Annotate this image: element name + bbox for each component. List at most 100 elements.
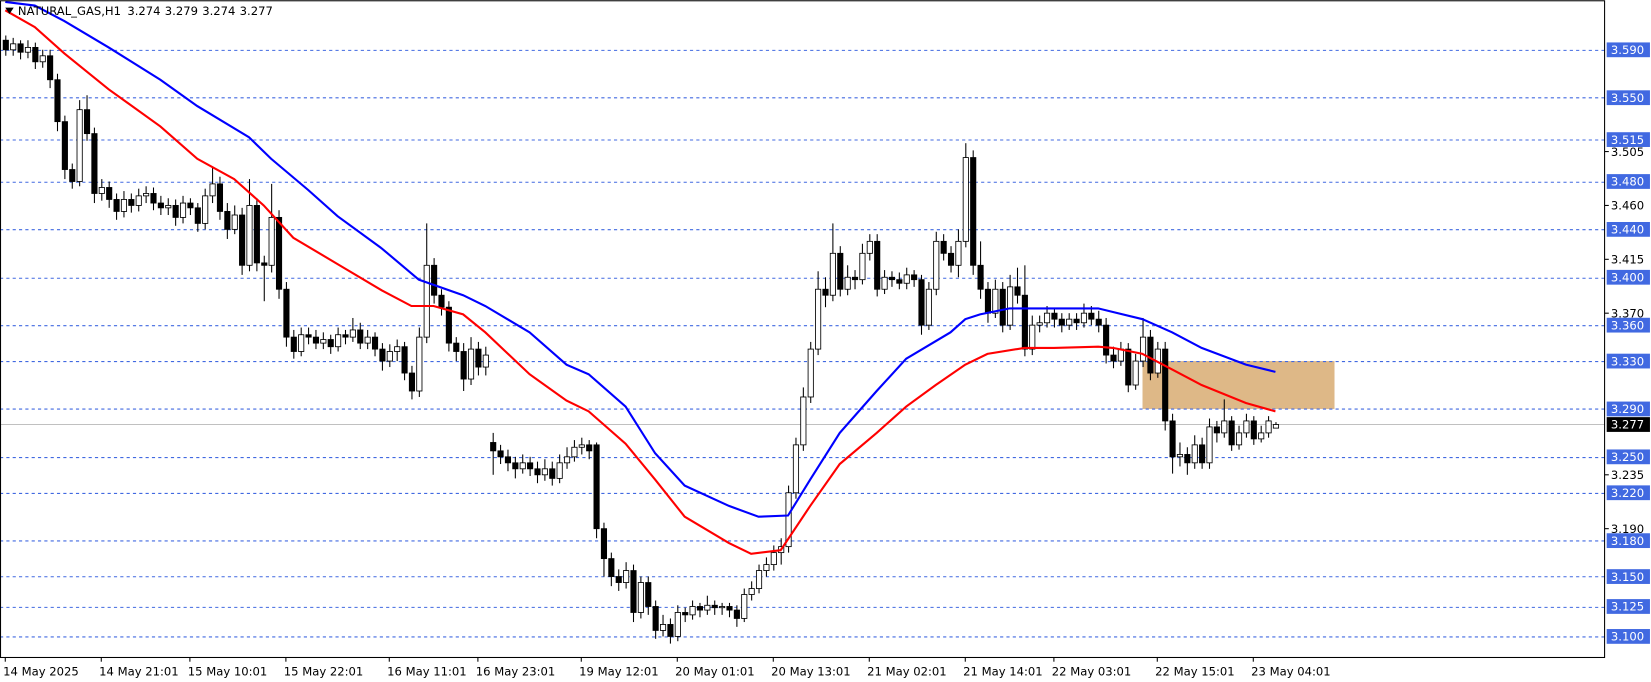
candle-body (711, 604, 718, 609)
level-label: 3.220 (1611, 486, 1644, 500)
candle-body (534, 468, 541, 476)
x-tick-label: 21 May 02:01 (867, 664, 947, 678)
symbol: NATURAL_GAS,H1 (18, 4, 121, 18)
candle-body (172, 205, 179, 218)
candle-body (1258, 432, 1265, 440)
y-tick-label: 3.190 (1611, 522, 1644, 536)
candle-body (187, 202, 194, 209)
candle-body (1235, 432, 1243, 446)
candle-body (682, 612, 689, 616)
candle-body (24, 46, 32, 53)
x-tick-label: 23 May 04:01 (1251, 664, 1331, 678)
candle-body (408, 372, 416, 392)
candle-body (2, 39, 9, 51)
menu-triangle[interactable] (5, 7, 14, 14)
candle-body (224, 211, 231, 230)
candle-body (704, 604, 711, 611)
candle-body (1228, 420, 1235, 446)
level-label: 3.440 (1611, 223, 1644, 237)
candle-body (1051, 312, 1058, 320)
candle-body (1007, 286, 1014, 326)
level-label: 3.400 (1611, 270, 1644, 284)
candle-body (17, 43, 24, 53)
candle-body (69, 169, 76, 182)
x-tick-label: 20 May 01:01 (675, 664, 755, 678)
candle-body (1088, 312, 1095, 320)
price-label: 3.277 (1611, 418, 1644, 432)
level-label-box (1606, 401, 1650, 417)
candle-body (600, 528, 608, 560)
candle-body (630, 570, 637, 613)
candle-body (320, 339, 327, 344)
candle-body (438, 294, 445, 308)
candle-body (903, 274, 910, 284)
candle-body (512, 462, 519, 470)
level-label: 3.125 (1611, 600, 1644, 614)
moving-average (5, 0, 1276, 518)
candle-body (290, 336, 297, 352)
candle-body (1199, 444, 1206, 464)
level-label-box (1606, 353, 1650, 369)
candle-body (1103, 324, 1110, 356)
candle-body (135, 195, 142, 206)
candle-body (1169, 420, 1176, 458)
candle-body (231, 214, 238, 230)
candle-body (911, 274, 918, 281)
y-tick-label: 3.235 (1611, 468, 1644, 482)
candle-body (667, 624, 674, 637)
level-label-box (1606, 174, 1650, 189)
header-open: 3.274 (127, 4, 160, 18)
level-label: 3.290 (1611, 402, 1644, 416)
header-low: 3.274 (202, 4, 235, 18)
candle-body (800, 396, 807, 446)
candle-body (519, 462, 526, 470)
candle-body (1176, 454, 1184, 458)
x-tick-label: 20 May 13:01 (771, 664, 851, 678)
candle-body (497, 450, 504, 458)
candle-body (179, 202, 187, 218)
candle-body (1029, 324, 1036, 350)
x-tick-label: 14 May 21:01 (99, 664, 179, 678)
candle-body (866, 240, 873, 254)
candle-body (593, 444, 600, 530)
candle-body (822, 288, 829, 296)
candle-body (1080, 312, 1088, 324)
candle-body (143, 193, 150, 197)
candle-body (1184, 454, 1191, 464)
candle-body (652, 606, 659, 631)
candle-body (157, 202, 164, 209)
candle-body (246, 205, 253, 266)
candle-body (239, 214, 246, 266)
level-label-box (1606, 533, 1650, 549)
y-tick-label: 3.505 (1611, 145, 1644, 159)
candle-body (792, 444, 800, 494)
candle-body (608, 558, 615, 577)
candle-body (83, 109, 91, 135)
candle-body (719, 606, 726, 609)
price-label-box (1606, 417, 1650, 432)
candle-body (298, 334, 305, 352)
candle-body (202, 195, 209, 224)
y-tick-label: 3.370 (1611, 306, 1644, 320)
x-tick-label: 21 May 14:01 (963, 664, 1043, 678)
level-label: 3.250 (1611, 450, 1644, 464)
candle-body (556, 462, 563, 479)
candle-body (1058, 318, 1065, 326)
header-high: 3.279 (165, 4, 198, 18)
candle-body (482, 354, 489, 368)
candle-body (586, 444, 593, 452)
candle-body (1221, 420, 1228, 434)
candle-body (1213, 426, 1220, 434)
candle-body (394, 346, 401, 352)
candle-body (741, 594, 748, 619)
candle-body (933, 240, 940, 290)
candle-body (113, 199, 120, 212)
level-label-box (1606, 132, 1650, 147)
candle-body (61, 121, 68, 170)
plot-frame (0, 0, 1606, 659)
candle-body (962, 157, 969, 242)
candle-body (1147, 336, 1154, 374)
candle-body (896, 279, 903, 284)
candle-body (527, 462, 534, 470)
